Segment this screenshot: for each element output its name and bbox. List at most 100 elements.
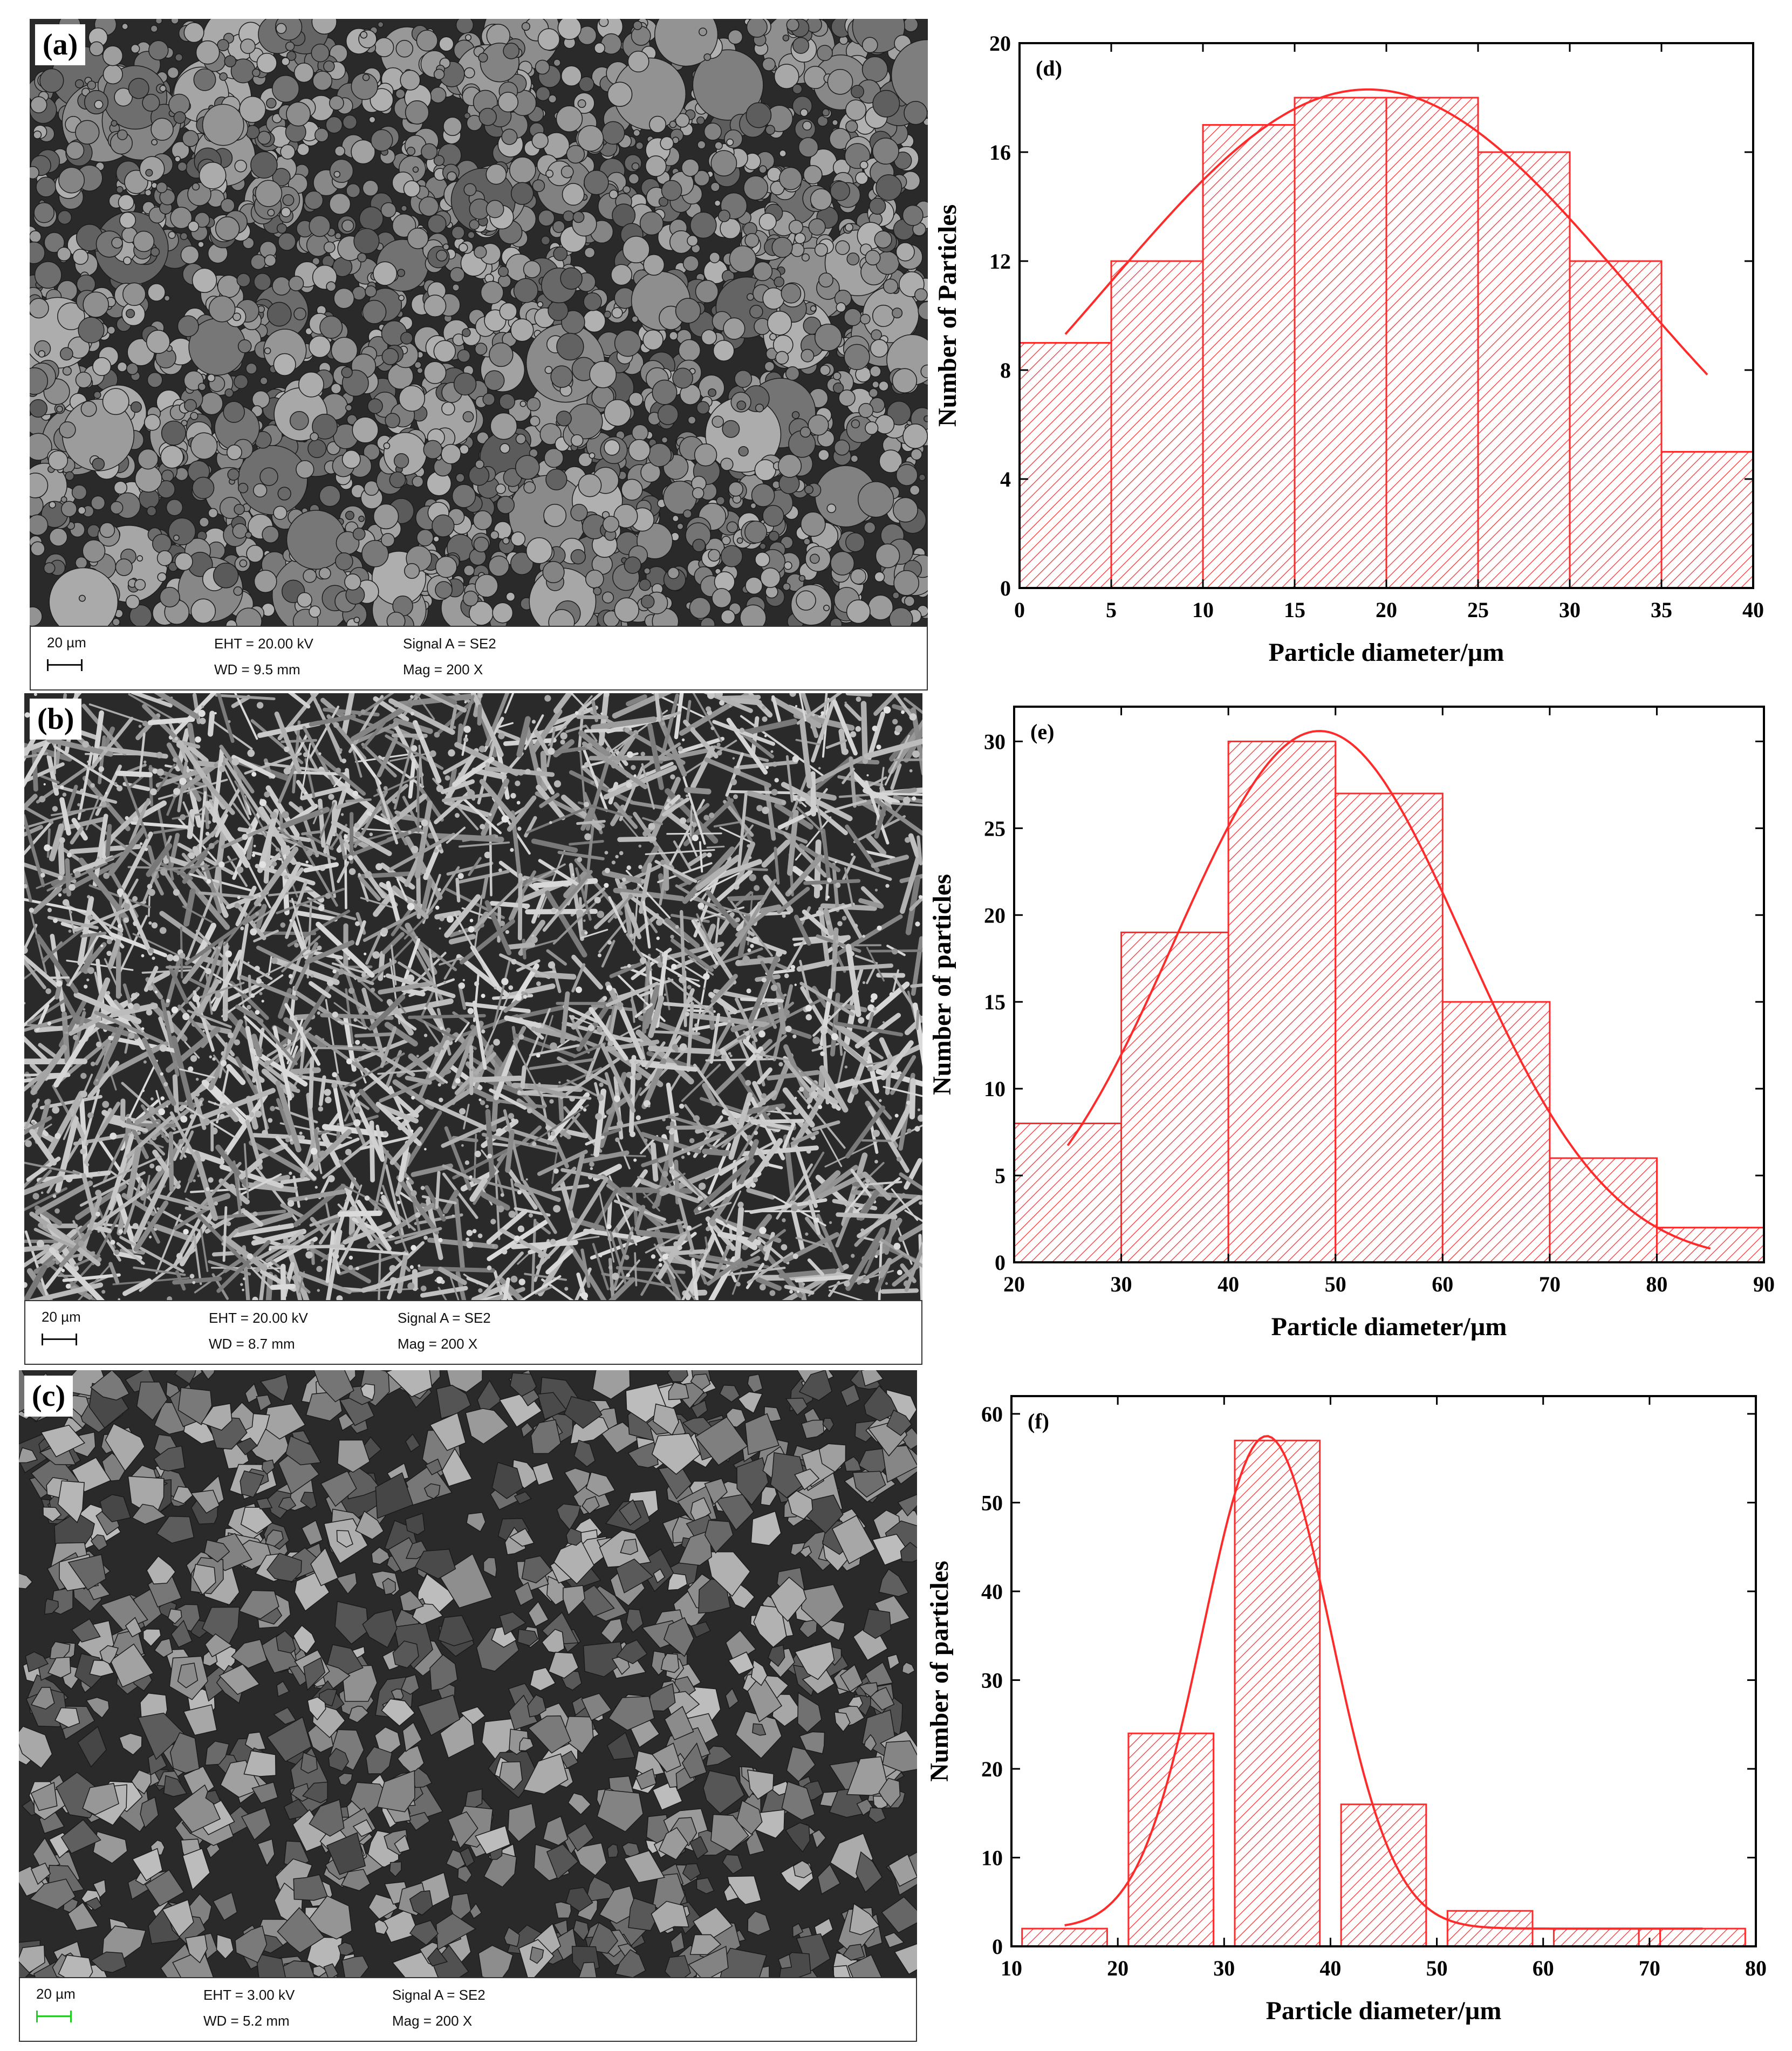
x-tick-label-8: 40	[1742, 598, 1764, 622]
y-tick-label-4: 16	[989, 140, 1011, 165]
bar-4	[1441, 1001, 1551, 1263]
x-tick-label-4: 50	[1426, 1956, 1448, 1980]
eht-a: EHT = 20.00 kV	[214, 635, 313, 652]
y-tick-label-0: 0	[992, 1934, 1003, 1959]
bar-1	[1110, 260, 1204, 589]
x-tick-label-3: 50	[1325, 1272, 1346, 1296]
x-tick-label-1: 5	[1106, 598, 1117, 622]
bar-2	[1202, 124, 1296, 589]
y-tick-label-1: 10	[981, 1845, 1003, 1870]
panel-label: (e)	[1030, 720, 1054, 744]
sem-image-c	[19, 1370, 917, 1977]
y-axis-label: Number of particles	[925, 1561, 954, 1782]
x-tick-label-2: 30	[1213, 1956, 1235, 1980]
x-tick-label-4: 20	[1376, 598, 1397, 622]
x-tick-label-7: 35	[1651, 598, 1672, 622]
sem-image-b	[24, 693, 922, 1300]
fit-curve	[1066, 730, 1711, 1250]
bar-0	[1021, 1927, 1108, 1947]
scale-label-a: 20 µm	[47, 634, 86, 651]
x-axis-label: Particle diameter/µm	[1271, 1312, 1507, 1341]
scale-bar-c	[36, 2011, 72, 2022]
mag-a: Mag = 200 X	[403, 661, 483, 678]
scale-bar-a	[47, 659, 83, 671]
scale-label-c: 20 µm	[36, 1986, 76, 2002]
bar-0	[1013, 1123, 1123, 1263]
x-tick-label-4: 60	[1432, 1272, 1453, 1296]
y-tick-label-5: 20	[989, 31, 1011, 56]
histogram-e: 20 30 40 50 60 70 80 90 0 5 10 15 20 25 30 (e) Particle …	[0, 690, 1792, 1370]
sem-panel-c: (c) 20 µm EHT = 3.00 kV WD = 5.2 mm Sign…	[19, 1370, 917, 2042]
y-tick-label-2: 8	[1000, 358, 1011, 382]
bars	[1021, 1439, 1746, 1947]
wd-b: WD = 8.7 mm	[209, 1336, 295, 1352]
mag-b: Mag = 200 X	[398, 1336, 478, 1352]
sem-texture-b	[24, 693, 922, 1300]
y-tick-label-5: 50	[981, 1491, 1003, 1515]
panel-label-c: (c)	[24, 1376, 73, 1417]
x-axis-label: Particle diameter/µm	[1269, 638, 1504, 667]
sem-particles	[24, 693, 922, 1300]
x-tick-label-0: 20	[1003, 1272, 1025, 1296]
panel-label: (f)	[1028, 1409, 1049, 1433]
y-tick-label-4: 20	[984, 903, 1006, 927]
plot-frame	[1010, 1395, 1757, 1947]
panel-label-a: (a)	[35, 24, 86, 65]
x-tick-label-2: 40	[1218, 1272, 1239, 1296]
eht-b: EHT = 20.00 kV	[209, 1310, 308, 1326]
histogram-f: 10 20 30 40 50 60 70 80 0 10 20 30 40 50 60 (f) Particle…	[0, 1370, 1792, 2051]
fit-curve	[1064, 1435, 1703, 1930]
bar-7	[1660, 451, 1754, 589]
sem-info-bar-a: 20 µm EHT = 20.00 kV WD = 9.5 mm Signal …	[30, 626, 928, 690]
bar-5	[1549, 1157, 1658, 1263]
x-tick-label-0: 10	[1001, 1956, 1022, 1980]
sem-panel-b: (b) 20 µm EHT = 20.00 kV WD = 8.7 mm Sig…	[24, 693, 922, 1365]
signal-b: Signal A = SE2	[398, 1310, 491, 1326]
y-tick-label-3: 12	[989, 249, 1011, 274]
plot-frame	[1013, 706, 1765, 1263]
sem-particles	[19, 1370, 917, 1977]
y-tick-label-3: 30	[981, 1668, 1003, 1692]
x-tick-label-5: 60	[1533, 1956, 1554, 1980]
sem-texture-c	[19, 1370, 917, 1977]
bar-7	[1659, 1927, 1746, 1947]
bar-3	[1294, 97, 1387, 589]
histogram-e-svg: 20 30 40 50 60 70 80 90 0 5 10 15 20 25 30 (e) Particle …	[928, 706, 1775, 1341]
bars	[1018, 97, 1754, 589]
sem-particles	[30, 19, 928, 626]
eht-c: EHT = 3.00 kV	[203, 1987, 295, 2003]
x-tick-label-3: 40	[1319, 1956, 1341, 1980]
y-tick-label-1: 4	[1000, 467, 1011, 491]
sem-panel-a: (a) 20 µm EHT = 20.00 kV WD = 9.5 mm Sig…	[30, 19, 928, 690]
panel-label-b: (b)	[30, 699, 82, 740]
bar-5	[1552, 1927, 1640, 1947]
x-axis-label: Particle diameter/µm	[1266, 1997, 1502, 2025]
bar-2	[1234, 1439, 1321, 1947]
y-tick-label-6: 30	[984, 729, 1006, 754]
bar-0	[1018, 342, 1112, 589]
signal-c: Signal A = SE2	[392, 1987, 485, 2003]
signal-a: Signal A = SE2	[403, 635, 496, 652]
bar-3	[1335, 792, 1444, 1263]
x-tick-label-6: 30	[1559, 598, 1581, 622]
bar-6	[1569, 260, 1663, 589]
y-axis-label: Number of particles	[928, 874, 956, 1095]
bar-4	[1385, 97, 1479, 589]
bar-6	[1656, 1227, 1765, 1263]
x-tick-label-3: 15	[1284, 598, 1305, 622]
wd-a: WD = 9.5 mm	[214, 661, 300, 678]
y-tick-label-4: 40	[981, 1580, 1003, 1604]
scale-bar-b	[42, 1334, 77, 1345]
histogram-d: 0 5 10 15 20 25 30 35 40 0 4 8 12 16 20 (d) Particle dia…	[0, 0, 1792, 690]
mag-c: Mag = 200 X	[392, 2013, 473, 2029]
sem-texture-a	[30, 19, 928, 626]
y-tick-label-5: 25	[984, 816, 1006, 840]
x-tick-label-5: 25	[1467, 598, 1489, 622]
x-tick-label-2: 10	[1192, 598, 1214, 622]
x-tick-label-6: 70	[1639, 1956, 1660, 1980]
x-tick-label-1: 30	[1111, 1272, 1132, 1296]
bars	[1013, 740, 1765, 1263]
x-tick-label-5: 70	[1539, 1272, 1561, 1296]
y-tick-label-6: 60	[981, 1402, 1003, 1426]
